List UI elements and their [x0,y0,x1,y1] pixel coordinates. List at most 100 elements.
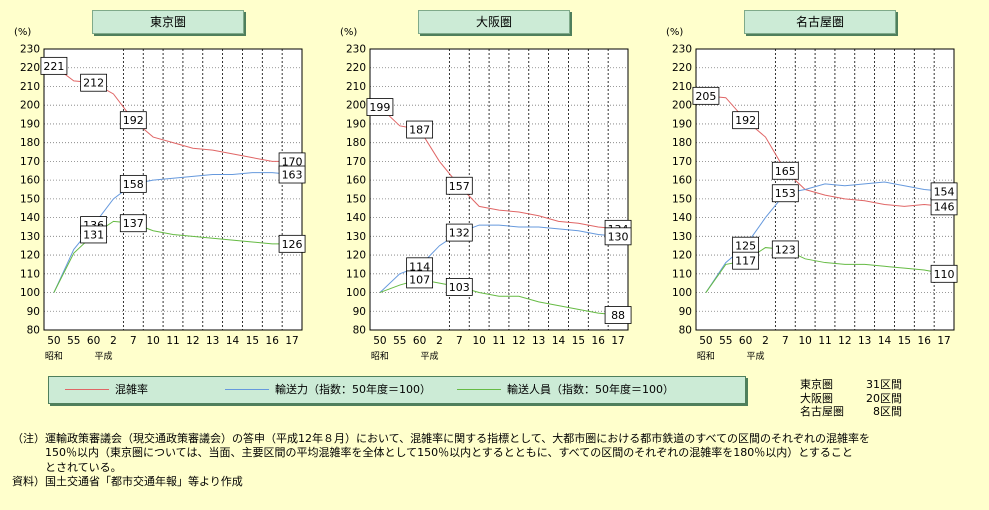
x-tick-label: 16 [592,335,606,347]
x-tick-label: 7 [782,335,789,347]
y-tick-label: 100 [672,287,692,299]
y-tick-label: 200 [346,100,366,112]
legend-swatch-passengers [457,389,501,390]
data-label-box [119,174,147,193]
x-tick-label: 15 [898,335,911,347]
x-tick-label: 50 [47,335,60,347]
x-tick-label: 7 [456,335,463,347]
x-tick-label: 12 [186,335,199,347]
y-tick-label: 150 [20,193,40,205]
x-tick-label: 17 [611,335,624,347]
x-tick-label: 16 [266,335,280,347]
x-tick-label: 2 [436,335,443,347]
data-label: 125 [735,240,756,253]
y-tick-label: 160 [672,175,692,187]
data-label: 165 [775,165,796,178]
data-label: 212 [83,77,104,90]
y-tick-label: 90 [353,306,366,318]
data-label: 126 [282,238,303,251]
data-label-box [445,223,473,242]
y-tick-label: 150 [346,193,366,205]
x-tick-label: 11 [818,335,831,347]
panel-title-nagoya: 名古屋圏 [744,10,896,34]
era-label-heisei: 平成 [421,350,439,362]
x-tick-label: 50 [373,335,386,347]
y-unit-label: (%) [14,27,31,38]
x-tick-label: 17 [937,335,950,347]
y-tick-label: 160 [346,175,366,187]
sections-row: 東京圏 31区間 [800,378,902,392]
y-tick-label: 180 [346,137,366,149]
era-label-heisei: 平成 [747,350,765,362]
data-label: 154 [934,185,955,198]
data-label: 88 [611,309,625,322]
panel-title-osaka: 大阪圏 [418,10,570,34]
data-label-box [406,120,434,139]
notes: （注）運輸政策審議会（現交通政策審議会）の答申（平成12年８月）において、混雑率… [12,432,980,490]
era-label-showa: 昭和 [697,351,715,362]
source-note: 資料）国土交通省「都市交通年報」等より作成 [12,475,243,489]
data-label-box [732,251,760,270]
data-label: 123 [775,243,796,256]
y-unit-label: (%) [666,27,683,38]
x-tick-label: 10 [146,335,159,347]
data-label: 199 [369,101,390,114]
sections-row: 名古屋圏 8区間 [800,405,902,419]
data-label-box [771,240,799,259]
data-label-box [278,165,306,184]
plot-frame [43,48,303,331]
era-label-showa: 昭和 [371,351,389,362]
data-label: 158 [123,178,144,191]
note-line-3: とされている。 [12,460,122,474]
data-label-box [771,161,799,180]
chart-panel: 8090100110120130140150160170180190200210… [666,27,958,362]
panel-title-tokyo: 東京圏 [92,10,244,34]
x-tick-label: 16 [918,335,932,347]
legend: 混雑率 輸送力（指数：50年度＝100） 輸送人員（指数：50年度＝100） [48,376,746,404]
x-tick-label: 55 [67,335,80,347]
data-label: 221 [43,60,64,73]
x-tick-label: 14 [226,335,240,347]
y-tick-label: 140 [672,212,692,224]
data-label-box [119,214,147,233]
data-label: 163 [282,169,303,182]
era-label-heisei: 平成 [95,350,113,362]
chart-panel: 8090100110120130140150160170180190200210… [340,27,632,362]
data-label-box [278,234,306,253]
data-label: 205 [695,90,716,103]
x-tick-label: 12 [838,335,851,347]
data-label-box [80,225,108,244]
data-label-box [366,98,394,116]
y-tick-label: 160 [20,175,40,187]
sections-area: 大阪圏 [800,391,833,405]
sections-count: 20区間 [866,391,902,405]
data-label: 157 [449,180,470,193]
legend-label-passengers: 輸送人員（指数：50年度＝100） [507,383,674,396]
data-label: 153 [775,187,796,200]
y-tick-label: 210 [672,81,692,93]
x-tick-label: 60 [739,335,752,347]
era-label-showa: 昭和 [45,351,63,362]
data-label-box [604,306,632,324]
legend-label-capacity: 輸送力（指数：50年度＝100） [275,383,431,396]
x-tick-label: 11 [492,335,505,347]
y-tick-label: 100 [346,287,366,299]
y-tick-label: 150 [672,193,692,205]
legend-swatch-congestion [65,389,109,390]
y-tick-label: 100 [20,287,40,299]
y-tick-label: 190 [346,118,366,130]
sections-area: 東京圏 [800,378,833,391]
data-label-box [445,278,473,296]
x-tick-label: 2 [110,335,117,347]
x-tick-label: 55 [393,335,406,347]
data-label: 187 [409,124,430,137]
data-label-box [40,56,68,75]
data-label: 114 [409,260,430,273]
y-tick-label: 200 [20,100,40,112]
x-tick-label: 50 [699,335,712,347]
plot-frame [369,48,629,331]
sections-count: 8区間 [873,405,902,418]
data-label-box [771,184,799,203]
charts-svg: 8090100110120130140150160170180190200210… [14,27,958,362]
y-tick-label: 130 [20,231,40,243]
